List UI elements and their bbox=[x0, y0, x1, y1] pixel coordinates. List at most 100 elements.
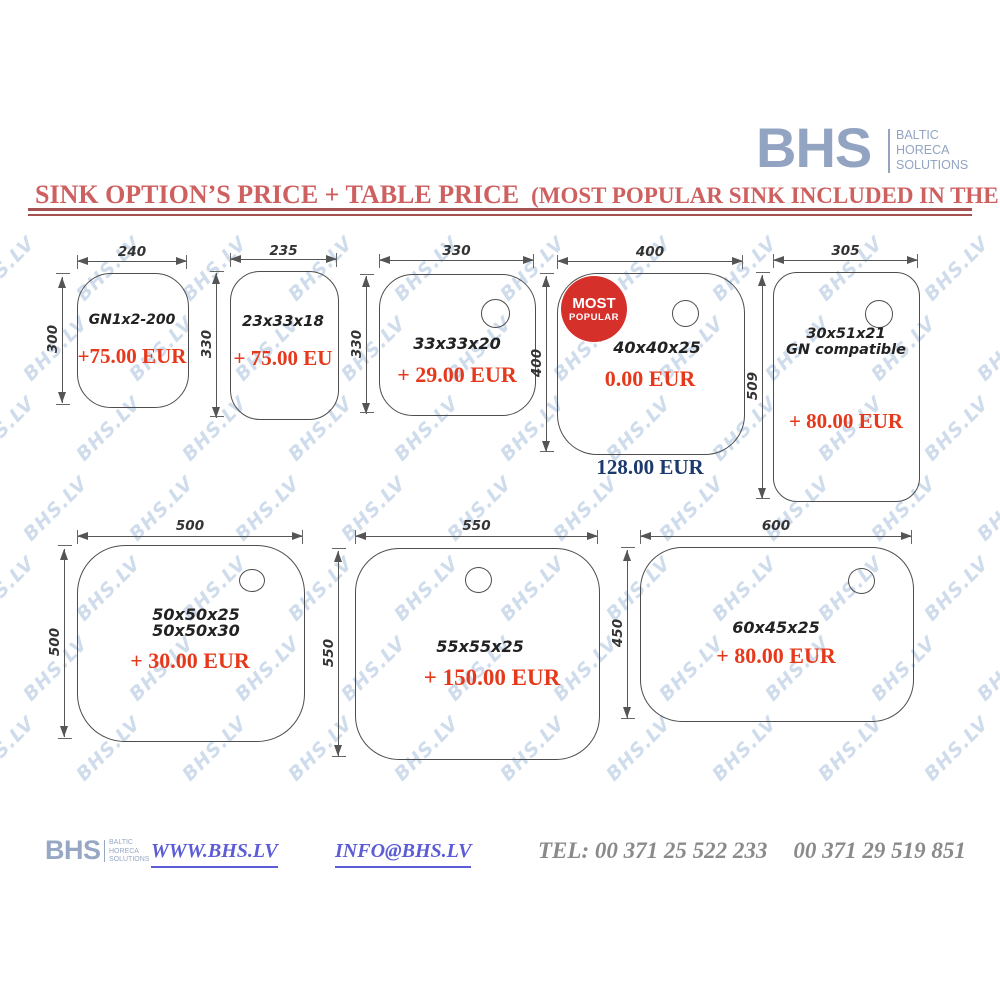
extension-line bbox=[742, 255, 743, 269]
height-dimension bbox=[542, 276, 551, 452]
extension-line bbox=[911, 530, 912, 544]
width-label: 500 bbox=[175, 518, 205, 534]
sink-outline bbox=[77, 273, 189, 408]
title-main: SINK OPTION’S PRICE + TABLE PRICE bbox=[35, 180, 520, 209]
tap-hole-icon bbox=[865, 300, 893, 328]
size-label: 33x33x20 bbox=[413, 334, 501, 353]
extension-line bbox=[360, 274, 374, 275]
title-note: (MOST POPULAR SINK INCLUDED IN THE PRICE… bbox=[531, 183, 1000, 208]
height-dimension bbox=[362, 276, 371, 414]
tap-hole-icon bbox=[481, 299, 510, 328]
base-price-label: 128.00 EUR bbox=[596, 455, 704, 479]
extension-line bbox=[621, 547, 635, 548]
size-label: 60x45x25 bbox=[732, 618, 820, 637]
price-label: + 80.00 EUR bbox=[716, 643, 836, 668]
page-title: SINK OPTION’S PRICE + TABLE PRICE (MOST P… bbox=[35, 180, 1000, 210]
extension-line bbox=[77, 530, 78, 544]
email-link[interactable]: INFO@BHS.LV bbox=[335, 840, 472, 868]
width-label: 550 bbox=[462, 518, 491, 534]
extension-line bbox=[360, 412, 374, 413]
extension-line bbox=[540, 451, 554, 452]
extension-line bbox=[917, 254, 918, 268]
sink-outline bbox=[355, 548, 600, 760]
extension-line bbox=[756, 272, 770, 273]
extension-line bbox=[210, 271, 224, 272]
price-label: + 30.00 EUR bbox=[130, 648, 250, 673]
height-dimension bbox=[60, 549, 69, 737]
height-dimension bbox=[623, 550, 632, 718]
extension-line bbox=[557, 255, 558, 269]
price-label: + 29.00 EUR bbox=[397, 362, 517, 387]
width-dimension bbox=[557, 257, 743, 266]
width-label: 235 bbox=[269, 243, 298, 259]
height-dimension bbox=[58, 277, 67, 403]
width-dimension bbox=[773, 256, 918, 265]
extension-line bbox=[355, 530, 356, 544]
extension-line bbox=[336, 253, 337, 267]
sink-outline bbox=[773, 272, 920, 502]
logo-divider bbox=[888, 129, 890, 173]
brand-logo: BHS bbox=[756, 116, 872, 179]
width-label: 240 bbox=[117, 244, 147, 260]
logo-subtitle-1: BALTIC bbox=[896, 128, 939, 142]
extension-line bbox=[756, 498, 770, 499]
extension-line bbox=[186, 255, 187, 269]
extension-line bbox=[56, 273, 70, 274]
height-label: 400 bbox=[529, 348, 545, 378]
size-label: 30x51x21 bbox=[806, 326, 886, 342]
size-label: GN1x2-200 bbox=[88, 312, 176, 328]
height-label: 450 bbox=[610, 618, 626, 648]
price-label: + 75.00 EU bbox=[233, 346, 333, 370]
phone-number-1: TEL: 00 371 25 522 233 bbox=[538, 838, 768, 863]
badge-line-2: POPULAR bbox=[569, 312, 619, 323]
logo-subtitle-3: SOLUTIONS bbox=[896, 158, 969, 172]
price-label: 0.00 EUR bbox=[604, 366, 696, 391]
height-label: 509 bbox=[745, 371, 761, 401]
extension-line bbox=[621, 718, 635, 719]
extension-line bbox=[77, 255, 78, 269]
footer-logo-subtitle-2: HORECA bbox=[109, 847, 139, 855]
extension-line bbox=[58, 738, 72, 739]
width-dimension bbox=[230, 255, 337, 264]
width-label: 600 bbox=[761, 518, 791, 534]
phone-number-2: 00 371 29 519 851 bbox=[793, 838, 966, 863]
size-label: 40x40x25 bbox=[613, 338, 701, 357]
website-link[interactable]: WWW.BHS.LV bbox=[151, 840, 278, 868]
size-label: 23x33x18 bbox=[242, 312, 324, 330]
width-dimension bbox=[379, 256, 534, 265]
size-label-2: GN compatible bbox=[785, 342, 906, 358]
size-label-2: 50x50x30 bbox=[152, 621, 240, 640]
tap-hole-icon bbox=[239, 569, 265, 592]
width-dimension bbox=[355, 532, 598, 541]
price-label: + 150.00 EUR bbox=[423, 665, 561, 690]
extension-line bbox=[773, 254, 774, 268]
phone-numbers: TEL: 00 371 25 522 233 00 371 29 519 851 bbox=[538, 838, 966, 864]
sink-outline bbox=[230, 271, 339, 420]
most-popular-badge: MOST POPULAR bbox=[561, 276, 627, 342]
extension-line bbox=[533, 254, 534, 268]
width-label: 305 bbox=[831, 243, 860, 259]
size-label: 55x55x25 bbox=[436, 637, 524, 656]
footer-brand-logo: BHS bbox=[45, 835, 101, 865]
sink-outline bbox=[557, 273, 745, 455]
title-underline bbox=[28, 208, 972, 216]
height-dimension bbox=[758, 275, 767, 499]
price-label: + 80.00 EUR bbox=[788, 409, 904, 433]
width-dimension bbox=[77, 532, 303, 541]
width-dimension bbox=[640, 532, 912, 541]
tap-hole-icon bbox=[465, 567, 492, 593]
width-label: 400 bbox=[635, 244, 665, 260]
footer-logo-subtitle-1: BALTIC bbox=[109, 839, 133, 846]
tap-hole-icon bbox=[672, 300, 699, 327]
width-dimension bbox=[77, 257, 187, 266]
footer-logo-subtitle-3: SOLUTIONS bbox=[109, 856, 150, 863]
footer-logo-divider bbox=[104, 840, 105, 862]
height-label: 500 bbox=[47, 627, 63, 657]
badge-line-1: MOST bbox=[572, 295, 616, 312]
extension-line bbox=[58, 545, 72, 546]
extension-line bbox=[379, 254, 380, 268]
extension-line bbox=[332, 756, 346, 757]
width-label: 330 bbox=[442, 243, 471, 259]
